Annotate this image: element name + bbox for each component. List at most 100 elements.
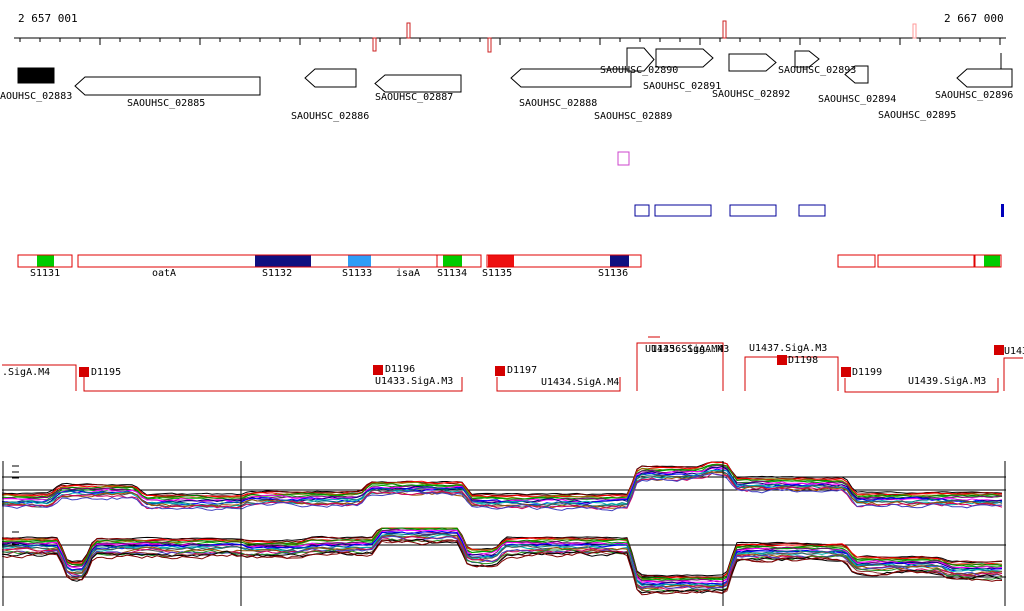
expression-series	[1, 472, 1003, 512]
gene-arrow-SAOUHSC_02896[interactable]	[956, 68, 1013, 88]
gene-arrow-SAOUHSC_02894[interactable]	[844, 65, 869, 84]
expression-series	[1, 461, 1003, 496]
region-start-coordinate: 2 657 001	[18, 12, 78, 25]
segment-label: isaA	[396, 268, 421, 279]
tu-label: U1437.SigA.M3	[749, 343, 828, 354]
segment-outline	[877, 254, 975, 268]
tu-path	[1003, 357, 1023, 391]
tu-start-square[interactable]	[79, 367, 89, 377]
gene-label: SAOUHSC_02889	[594, 111, 673, 122]
blue-feature-bar[interactable]	[1001, 204, 1004, 217]
tu-label: D1196	[385, 364, 416, 375]
gene-arrow-SAOUHSC_02891[interactable]	[655, 48, 714, 68]
tu-label: D1198	[788, 355, 819, 366]
ruler-marker	[912, 23, 917, 39]
tu-start-square[interactable]	[994, 345, 1004, 355]
tu-label: U1434.SigA.M4	[541, 377, 620, 388]
tu-label: D1195	[91, 367, 122, 378]
gene-arrow-SAOUHSC_02890[interactable]	[626, 47, 655, 72]
tu-label: U143	[1004, 346, 1024, 357]
tu-path	[496, 377, 621, 392]
expression-series	[1, 528, 1003, 581]
tu-label: D1197	[507, 365, 538, 376]
ruler-marker	[406, 22, 411, 39]
gene-label: AOUHSC_02883	[0, 91, 73, 102]
ruler-track	[14, 20, 1006, 53]
segment-label: S1132	[262, 268, 293, 279]
tu-label: U1435.SigA.M4	[645, 344, 724, 355]
gene-arrow-SAOUHSC_02887[interactable]	[374, 74, 462, 93]
segment-fill	[443, 255, 462, 267]
gene-track	[17, 47, 1013, 96]
ruler-marker	[487, 37, 492, 53]
gene-label: SAOUHSC_02896	[935, 90, 1014, 101]
gene-label: SAOUHSC_02891	[643, 81, 722, 92]
tu-label: .SigA.M4	[2, 367, 51, 378]
expression-series	[1, 470, 1003, 509]
tu-start-square[interactable]	[495, 366, 505, 376]
gene-label: SAOUHSC_02894	[818, 94, 897, 105]
expression-series	[1, 539, 1003, 596]
segment-outline	[17, 254, 73, 268]
tu-start-square[interactable]	[373, 365, 383, 375]
segment-fill	[610, 255, 629, 267]
expression-series	[1, 539, 1003, 595]
segment-outline	[837, 254, 876, 268]
gene-label: SAOUHSC_02895	[878, 110, 957, 121]
segment-label: S1134	[437, 268, 468, 279]
expression-panels	[1, 461, 1006, 606]
gene-label: SAOUHSC_02886	[291, 111, 370, 122]
tu-label: D1199	[852, 367, 883, 378]
gene-arrow-SAOUHSC_02886[interactable]	[304, 68, 357, 88]
gene-label: SAOUHSC_02890	[600, 65, 679, 76]
blue-feature-box[interactable]	[798, 204, 826, 217]
tu-path	[83, 377, 463, 392]
expression-series	[1, 461, 1003, 497]
gene-arrow-SAOUHSC_02893[interactable]	[794, 50, 820, 68]
gene-arrow-SAOUHSC_02892[interactable]	[728, 53, 777, 72]
blue-feature-track	[634, 204, 1004, 217]
tu-label: U1436.SigA.M3	[651, 344, 730, 355]
expression-series	[1, 461, 1003, 498]
gene-label: SAOUHSC_02893	[778, 65, 857, 76]
segment-box[interactable]	[878, 255, 974, 267]
gene-label: SAOUHSC_02887	[375, 92, 454, 103]
expression-series	[1, 527, 1003, 577]
expression-series	[1, 527, 1003, 580]
tu-path	[2, 364, 77, 391]
gene-box-SAOUHSC_02883[interactable]	[17, 67, 55, 84]
gene-label: SAOUHSC_02885	[127, 98, 206, 109]
segment-fill	[348, 255, 371, 267]
blue-feature-box[interactable]	[729, 204, 777, 217]
tu-label: U1433.SigA.M3	[375, 376, 454, 387]
segment-outline	[436, 254, 482, 268]
segment-outline	[974, 254, 1002, 268]
gene-label: SAOUHSC_02888	[519, 98, 598, 109]
tu-start-square[interactable]	[841, 367, 851, 377]
segment-track	[17, 254, 1002, 268]
blue-feature-box[interactable]	[634, 204, 650, 217]
segment-outline	[486, 254, 642, 268]
segment-box[interactable]	[487, 255, 641, 267]
segment-fill	[984, 255, 1000, 267]
transcription-unit-track	[2, 336, 1023, 393]
gene-arrow-SAOUHSC_02885[interactable]	[74, 76, 261, 96]
tu-path	[844, 378, 999, 393]
ruler-marker	[372, 37, 377, 52]
expression-series	[1, 471, 1003, 509]
feature-track	[617, 151, 630, 166]
expression-series	[1, 533, 1003, 589]
segment-label: S1133	[342, 268, 373, 279]
gene-arrow-SAOUHSC_02888[interactable]	[510, 68, 632, 88]
segment-fill	[37, 255, 54, 267]
blue-feature-box[interactable]	[654, 204, 712, 217]
tu-start-square[interactable]	[777, 355, 787, 365]
magenta-feature-box[interactable]	[617, 151, 630, 166]
tu-path	[744, 356, 839, 391]
segment-fill	[255, 255, 311, 267]
segment-box[interactable]	[838, 255, 875, 267]
segment-label: S1136	[598, 268, 629, 279]
tu-label: U1439.SigA.M3	[908, 376, 987, 387]
